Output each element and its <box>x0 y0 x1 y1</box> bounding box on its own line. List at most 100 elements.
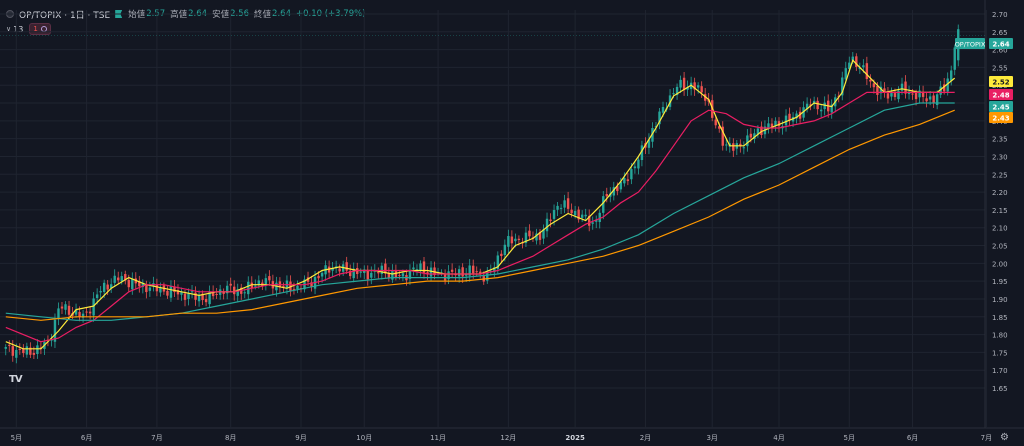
candle-body <box>211 291 215 297</box>
candle-body <box>784 115 788 126</box>
candle-body <box>138 281 141 287</box>
candle-body <box>257 280 261 286</box>
candle-body <box>264 278 268 286</box>
candle-body <box>475 271 478 273</box>
candle-body <box>472 265 475 274</box>
candle-body <box>88 311 92 314</box>
candle-body <box>696 85 700 88</box>
candle-body <box>795 113 798 119</box>
candle-body <box>640 145 644 161</box>
x-tick-label: 2月 <box>640 434 651 442</box>
candle-body <box>419 263 422 271</box>
candle-body <box>36 345 39 355</box>
candle-body <box>370 272 373 278</box>
candle-body <box>798 111 802 119</box>
candle-body <box>391 270 394 280</box>
candle-body <box>770 123 774 128</box>
price-tag-symbol: OP/TOPIX <box>955 41 986 49</box>
candle-body <box>900 83 904 91</box>
candle-body <box>925 98 928 102</box>
candle-body <box>464 273 468 276</box>
candle-body <box>359 271 362 273</box>
candle-body <box>208 291 211 305</box>
y-tick-label: 2.10 <box>992 225 1008 233</box>
candle-body <box>229 283 232 286</box>
candle-body <box>595 219 598 222</box>
x-tick-label: 12月 <box>500 434 516 442</box>
candle-body <box>623 177 626 184</box>
candle-body <box>331 268 334 271</box>
candle-body <box>457 269 461 277</box>
candle-body <box>109 284 113 289</box>
price-tag-value: 2.43 <box>992 115 1009 123</box>
candle-body <box>637 159 640 169</box>
candle-body <box>841 77 844 96</box>
candle-body <box>479 271 482 275</box>
indicator-count[interactable]: 13 <box>13 24 24 34</box>
candle-body <box>549 219 552 221</box>
candle-body <box>760 126 763 135</box>
candle-body <box>292 288 296 290</box>
candle-body <box>53 319 57 342</box>
candle-body <box>563 200 566 208</box>
price-tag-value: 2.52 <box>992 79 1009 87</box>
y-tick-label: 2.65 <box>992 29 1008 37</box>
candle-body <box>503 244 507 256</box>
candle-body <box>714 119 717 126</box>
candle-body <box>703 94 707 101</box>
candle-body <box>661 107 665 113</box>
y-tick-label: 1.75 <box>992 349 1008 357</box>
candle-body <box>15 349 18 358</box>
symbol-title[interactable]: OP/TOPIX · 1日 · TSE <box>19 10 111 21</box>
price-tag-bg <box>989 89 1013 100</box>
candle-body <box>384 263 387 274</box>
candle-body <box>412 267 415 270</box>
x-tick-label: 7月 <box>151 434 162 442</box>
candle-body <box>500 253 503 257</box>
candle-body <box>169 286 173 298</box>
y-tick-label: 1.90 <box>992 296 1008 304</box>
candle-body <box>559 207 563 209</box>
candle-body <box>542 229 545 239</box>
candle-body <box>496 255 500 269</box>
candle-body <box>159 287 162 293</box>
candle-body <box>844 68 847 80</box>
candle-body <box>932 95 935 104</box>
y-tick-label: 2.55 <box>992 64 1008 72</box>
tradingview-logo-icon[interactable]: TV <box>9 374 23 385</box>
y-tick-label: 2.30 <box>992 153 1008 161</box>
candle-body <box>141 282 145 287</box>
price-tag-bg <box>989 101 1013 112</box>
candle-body <box>535 233 538 241</box>
candle-body <box>746 135 749 147</box>
ma-line-yellow <box>5 59 956 350</box>
candle-body <box>598 212 601 222</box>
candle-body <box>950 70 953 81</box>
candle-body <box>338 268 341 272</box>
candle-body <box>398 275 401 277</box>
candle-body <box>732 143 735 151</box>
candle-body <box>767 123 770 129</box>
candle-body <box>236 289 239 296</box>
chevron-down-icon[interactable]: ∨ <box>6 25 12 33</box>
candle-body <box>296 285 299 290</box>
candle-body <box>886 93 890 99</box>
candle-body <box>848 62 851 70</box>
candle-body <box>545 218 549 232</box>
candle-body <box>851 56 855 61</box>
candle-body <box>869 79 872 82</box>
candle-body <box>60 306 64 309</box>
candle-body <box>387 273 391 278</box>
gear-icon[interactable]: ⚙ <box>1000 432 1009 443</box>
candle-body <box>131 278 134 290</box>
price-tag-value: 2.64 <box>992 41 1009 49</box>
candle-body <box>862 65 865 68</box>
candle-body <box>823 102 826 110</box>
candle-body <box>552 210 556 219</box>
candle-body <box>830 104 833 113</box>
candle-body <box>591 222 594 224</box>
candle-body <box>187 293 190 299</box>
candle-body <box>67 305 71 315</box>
x-tick-label: 6月 <box>907 434 918 442</box>
